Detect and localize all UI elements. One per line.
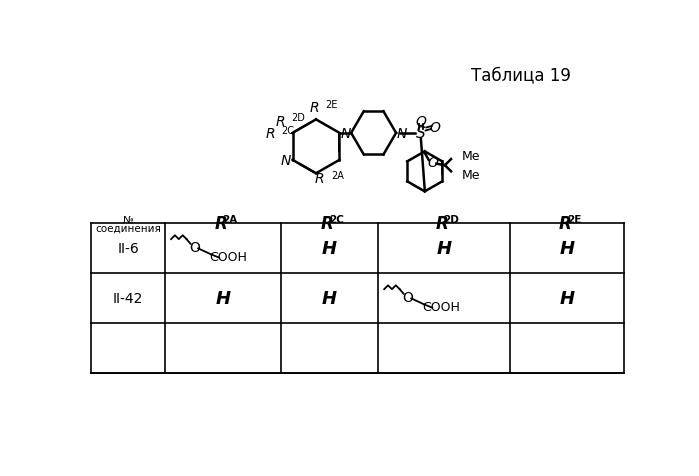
- Text: соединения: соединения: [95, 223, 161, 233]
- Text: H: H: [559, 240, 575, 258]
- Text: 2D: 2D: [443, 215, 459, 225]
- Text: 2C: 2C: [282, 126, 295, 136]
- Text: Me: Me: [462, 150, 480, 163]
- Text: N: N: [281, 153, 291, 168]
- Text: II-42: II-42: [113, 292, 143, 306]
- Text: H: H: [559, 290, 575, 308]
- Text: COOH: COOH: [210, 250, 247, 263]
- Text: R: R: [435, 215, 448, 233]
- Text: S: S: [416, 126, 426, 141]
- Text: N: N: [396, 127, 407, 140]
- Text: №: №: [123, 215, 134, 225]
- Text: H: H: [215, 290, 231, 308]
- Text: R: R: [215, 215, 227, 233]
- Text: 2A: 2A: [331, 171, 344, 180]
- Text: R: R: [559, 215, 571, 233]
- Text: H: H: [322, 240, 337, 258]
- Text: 2E: 2E: [325, 100, 338, 110]
- Text: Таблица 19: Таблица 19: [471, 66, 571, 84]
- Text: R: R: [321, 215, 333, 233]
- Text: 2A: 2A: [222, 215, 238, 225]
- Text: O: O: [429, 120, 440, 134]
- Text: H: H: [436, 240, 452, 258]
- Text: COOH: COOH: [423, 300, 461, 313]
- Text: O: O: [189, 240, 200, 254]
- Text: 2D: 2D: [291, 113, 305, 123]
- Text: O: O: [427, 156, 438, 170]
- Text: 2E: 2E: [567, 215, 582, 225]
- Text: O: O: [402, 290, 413, 304]
- Text: 2C: 2C: [329, 215, 344, 225]
- Text: H: H: [322, 290, 337, 308]
- Text: N: N: [340, 127, 351, 140]
- Text: R: R: [276, 114, 285, 128]
- Text: R: R: [266, 127, 275, 140]
- Text: R: R: [310, 101, 319, 115]
- Text: II-6: II-6: [117, 242, 139, 256]
- Text: R: R: [315, 172, 324, 186]
- Text: O: O: [415, 114, 426, 128]
- Text: Me: Me: [462, 169, 480, 181]
